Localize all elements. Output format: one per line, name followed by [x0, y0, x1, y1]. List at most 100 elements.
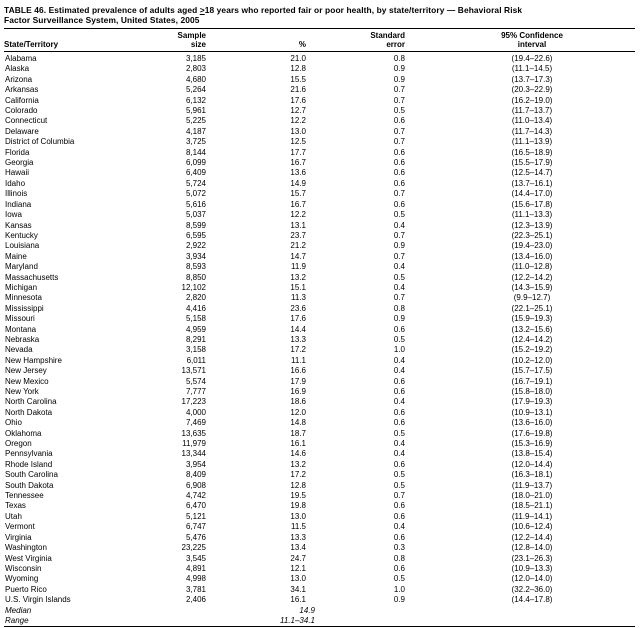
- cell-pct: 12.0: [290, 407, 306, 417]
- table-row: South Carolina 8,409 17.2 0.5 (16.3–18.1): [4, 470, 635, 480]
- cell-ci: (16.7–19.1): [511, 376, 553, 386]
- table-row: Iowa 5,037 12.2 0.5 (11.1–13.3): [4, 210, 635, 220]
- cell-se: 0.4: [393, 262, 405, 272]
- cell-pct: 13.6: [290, 168, 306, 178]
- cell-sample: 13,635: [181, 428, 206, 438]
- cell-ci: (13.7–16.1): [511, 178, 553, 188]
- cell-se: 0.4: [393, 282, 405, 292]
- table-row: Indiana 5,616 16.7 0.6 (15.6–17.8): [4, 200, 635, 210]
- header-row: State/Territory Sample size % Standard e…: [4, 28, 635, 52]
- table-row: California 6,132 17.6 0.7 (16.2–19.0): [4, 96, 635, 106]
- greater-or-equal-symbol: >: [199, 5, 205, 15]
- cell-pct: 11.1–34.1: [280, 615, 315, 625]
- cell-se: 0.4: [393, 397, 405, 407]
- cell-pct: 13.3: [290, 532, 306, 542]
- cell-ci: (10.9–13.1): [511, 407, 553, 417]
- cell-se: 0.7: [393, 85, 405, 95]
- cell-state: Michigan: [5, 282, 38, 292]
- cell-ci: (22.1–25.1): [511, 303, 553, 313]
- cell-pct: 13.3: [290, 334, 306, 344]
- cell-ci: (11.1–14.5): [511, 64, 553, 74]
- cell-sample: 3,545: [185, 553, 206, 563]
- table-row: Nevada 3,158 17.2 1.0 (15.2–19.2): [4, 345, 635, 355]
- cell-pct: 17.6: [290, 95, 306, 105]
- table-row: Oregon 11,979 16.1 0.4 (15.3–16.9): [4, 439, 635, 449]
- cell-pct: 19.5: [290, 491, 306, 501]
- cell-sample: 4,680: [185, 74, 206, 84]
- cell-se: 0.6: [393, 116, 405, 126]
- cell-sample: 4,000: [185, 407, 206, 417]
- table-row: Range 11.1–34.1: [4, 616, 635, 627]
- cell-pct: 12.5: [290, 137, 306, 147]
- table-row: Pennsylvania 13,344 14.6 0.4 (13.8–15.4): [4, 449, 635, 459]
- cell-ci: (19.4–23.0): [511, 241, 553, 251]
- cell-pct: 19.8: [290, 501, 306, 511]
- cell-pct: 12.7: [290, 106, 306, 116]
- cell-ci: (11.9–13.7): [511, 480, 553, 490]
- cell-pct: 14.8: [290, 418, 306, 428]
- cell-sample: 17,223: [181, 397, 206, 407]
- cell-state: Alaska: [5, 64, 30, 74]
- cell-se: 0.6: [393, 178, 405, 188]
- cell-ci: (12.5–14.7): [511, 168, 553, 178]
- cell-state: Wyoming: [5, 574, 39, 584]
- cell-ci: (18.5–21.1): [511, 501, 553, 511]
- cell-sample: 6,747: [185, 522, 206, 532]
- table-row: Massachusetts 8,850 13.2 0.5 (12.2–14.2): [4, 273, 635, 283]
- cell-se: 0.6: [393, 199, 405, 209]
- cell-se: 0.4: [393, 439, 405, 449]
- cell-sample: 7,777: [185, 387, 206, 396]
- column-header-percent: %: [206, 28, 306, 52]
- cell-se: [306, 616, 405, 627]
- cell-state: Pennsylvania: [5, 449, 53, 459]
- cell-sample: 4,959: [185, 324, 206, 334]
- cell-pct: 14.9: [290, 178, 306, 188]
- cell-ci: (13.8–15.4): [511, 449, 553, 459]
- cell-pct: 12.2: [290, 116, 306, 126]
- cell-ci: (10.6–12.4): [511, 522, 553, 532]
- table-row: Louisiana 2,922 21.2 0.9 (19.4–23.0): [4, 241, 635, 251]
- cell-se: 0.9: [393, 64, 405, 74]
- table-title: TABLE 46. Estimated prevalence of adults…: [4, 5, 635, 25]
- cell-pct: 13.1: [290, 220, 306, 230]
- cell-se: 0.6: [393, 459, 405, 469]
- cell-sample: 3,954: [185, 459, 206, 469]
- cell-state: Ohio: [5, 418, 22, 428]
- table-row: South Dakota 6,908 12.8 0.5 (11.9–13.7): [4, 481, 635, 491]
- cell-ci: (10.2–12.0): [511, 355, 553, 365]
- cell-ci: (11.7–14.3): [511, 126, 553, 136]
- cell-ci: (13.4–16.0): [511, 251, 553, 261]
- table-row: Georgia 6,099 16.7 0.6 (15.5–17.9): [4, 158, 635, 168]
- cell-state: Montana: [5, 324, 37, 334]
- cell-se: 0.9: [393, 74, 405, 84]
- cell-pct: 12.8: [290, 64, 306, 74]
- cell-se: 0.7: [393, 251, 405, 261]
- cell-state: Median: [5, 605, 32, 615]
- cell-ci: (12.3–13.9): [511, 220, 553, 230]
- cell-state: Oregon: [5, 439, 32, 449]
- cell-pct: 18.7: [290, 428, 306, 438]
- cell-se: 0.9: [393, 314, 405, 324]
- cell-sample: 23,225: [181, 543, 206, 553]
- cell-state: Massachusetts: [5, 272, 59, 282]
- table-row: Wisconsin 4,891 12.1 0.6 (10.9–13.3): [4, 564, 635, 574]
- cell-sample: 4,742: [185, 491, 206, 501]
- cell-ci: (11.1–13.9): [511, 137, 553, 147]
- table-row: Alabama 3,185 21.0 0.8 (19.4–22.6): [4, 52, 635, 65]
- cell-se: 0.5: [393, 334, 405, 344]
- cell-pct: 14.6: [290, 449, 306, 459]
- cell-sample: 3,725: [185, 137, 206, 147]
- cell-ci: (9.9–12.7): [513, 293, 551, 303]
- cell-sample: 3,934: [185, 251, 206, 261]
- cell-sample: 5,158: [185, 314, 206, 324]
- cell-ci: (12.2–14.4): [511, 532, 553, 542]
- cell-state: Connecticut: [5, 116, 48, 126]
- cell-state: Illinois: [5, 189, 28, 199]
- table-row: Michigan 12,102 15.1 0.4 (14.3–15.9): [4, 283, 635, 293]
- cell-pct: 16.7: [290, 158, 306, 168]
- cell-state: Iowa: [5, 210, 22, 220]
- cell-state: Florida: [5, 147, 30, 157]
- cell-ci: (18.0–21.0): [511, 491, 553, 501]
- cell-se: 0.4: [393, 355, 405, 365]
- table-row: Vermont 6,747 11.5 0.4 (10.6–12.4): [4, 522, 635, 532]
